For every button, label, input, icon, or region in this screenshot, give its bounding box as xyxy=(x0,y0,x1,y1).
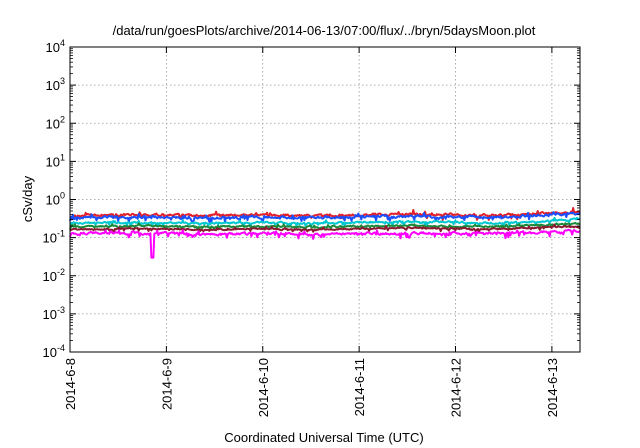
y-tick-label: 10-2 xyxy=(43,267,65,284)
x-tick-label: 2014-6-12 xyxy=(449,358,464,417)
y-tick-label: 101 xyxy=(46,152,65,169)
x-tick-label: 2014-6-8 xyxy=(63,358,78,410)
x-tick-label: 2014-6-9 xyxy=(159,358,174,410)
series-lines xyxy=(69,207,581,259)
y-tick-label: 10-1 xyxy=(43,229,65,246)
y-tick-label: 102 xyxy=(46,114,65,131)
y-tick-label: 10-3 xyxy=(43,305,65,322)
x-tick-label: 2014-6-11 xyxy=(352,358,367,416)
y-axis: 10-4 10-3 10-2 10-1 100 101 102 103 104 xyxy=(43,38,580,360)
series-line-4 xyxy=(69,221,581,231)
x-tick-label: 2014-6-13 xyxy=(545,358,560,417)
series-line-5 xyxy=(69,223,581,233)
series-line-1 xyxy=(69,207,581,221)
series-line-6 xyxy=(69,228,581,259)
y-tick-label: 104 xyxy=(46,38,65,55)
y-axis-label: cSv/day xyxy=(20,175,35,222)
series-line-3 xyxy=(69,216,581,228)
x-tick-label: 2014-6-10 xyxy=(256,358,271,417)
x-axis-label: Coordinated Universal Time (UTC) xyxy=(224,430,423,445)
y-tick-label: 103 xyxy=(46,76,65,93)
y-tick-label: 10-4 xyxy=(43,343,65,360)
chart-title: /data/run/goesPlots/archive/2014-06-13/0… xyxy=(113,23,536,38)
series-line-2 xyxy=(69,211,581,224)
x-axis: 2014-6-8 2014-6-9 2014-6-10 2014-6-11 2014-6… xyxy=(63,47,560,417)
y-tick-label: 100 xyxy=(46,191,65,208)
grid-lines xyxy=(70,47,580,352)
